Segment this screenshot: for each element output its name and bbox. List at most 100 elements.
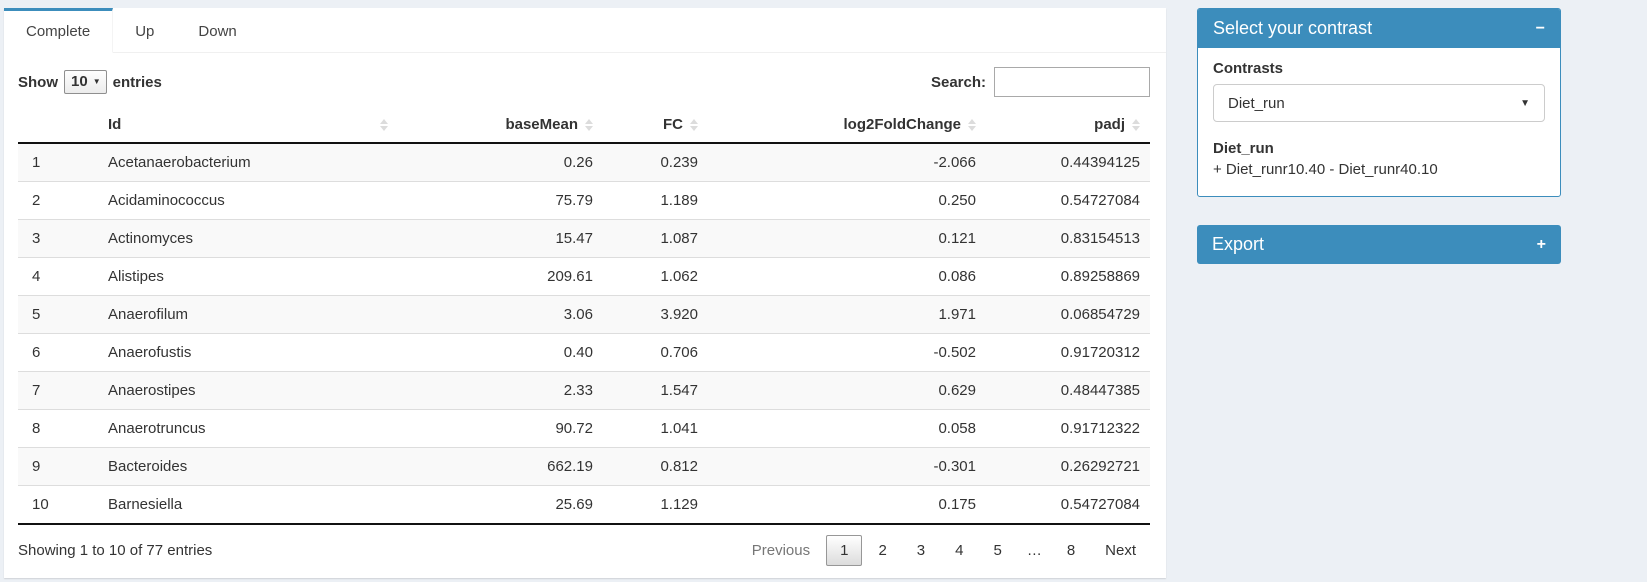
contrast-panel-body: Contrasts Diet_run ▼ Diet_run + Diet_run… (1198, 48, 1560, 196)
cell-fc: 1.087 (603, 219, 708, 258)
cell-padj: 0.48447385 (986, 371, 1150, 410)
cell-log2foldchange: 0.058 (708, 409, 986, 448)
results-table: Id baseMean FC (18, 107, 1150, 525)
caret-down-icon: ▼ (1520, 97, 1530, 109)
col-label-padj: padj (1094, 116, 1125, 133)
table-row[interactable]: 5 Anaerofilum 3.06 3.920 1.971 0.06854729 (18, 295, 1150, 334)
table-row[interactable]: 10 Barnesiella 25.69 1.129 0.175 0.54727084 (18, 485, 1150, 525)
table-row[interactable]: 2 Acidaminococcus 75.79 1.189 0.250 0.5472708… (18, 181, 1150, 220)
col-label-fc: FC (663, 116, 683, 133)
pagination-ellipsis: … (1026, 542, 1042, 559)
pagination-next[interactable]: Next (1105, 542, 1136, 559)
col-header-rownum (18, 107, 98, 144)
row-index: 3 (18, 219, 98, 258)
row-index: 7 (18, 371, 98, 410)
row-index: 9 (18, 447, 98, 486)
cell-id: Anaerotruncus (98, 409, 398, 448)
table-row[interactable]: 3 Actinomyces 15.47 1.087 0.121 0.83154513 (18, 219, 1150, 258)
table-row[interactable]: 8 Anaerotruncus 90.72 1.041 0.058 0.91712322 (18, 409, 1150, 448)
sort-icon (690, 118, 698, 131)
pagination-page-5[interactable]: 5 (993, 542, 1002, 559)
cell-padj: 0.54727084 (986, 485, 1150, 525)
table-row[interactable]: 4 Alistipes 209.61 1.062 0.086 0.89258869 (18, 257, 1150, 296)
tab-down[interactable]: Down (198, 23, 237, 40)
sort-icon (380, 118, 388, 131)
page-length-select[interactable]: 10 ▼ (64, 70, 107, 94)
sidebar: Select your contrast − Contrasts Diet_ru… (1197, 8, 1561, 578)
contrast-detail: Diet_run + Diet_runr10.40 - Diet_runr40.… (1213, 138, 1545, 180)
cell-padj: 0.91712322 (986, 409, 1150, 448)
page-length-value: 10 (71, 73, 88, 90)
cell-padj: 0.26292721 (986, 447, 1150, 486)
pagination-page-1[interactable]: 1 (826, 535, 863, 566)
table-row[interactable]: 7 Anaerostipes 2.33 1.547 0.629 0.48447385 (18, 371, 1150, 410)
cell-padj: 0.89258869 (986, 257, 1150, 296)
pagination-page-3[interactable]: 3 (916, 542, 926, 559)
tab-content: Show 10 ▼ entries Search: (4, 53, 1166, 578)
table-row[interactable]: 9 Bacteroides 662.19 0.812 -0.301 0.26292721 (18, 447, 1150, 486)
cell-fc: 3.920 (603, 295, 708, 334)
cell-log2foldchange: 0.175 (708, 485, 986, 525)
col-header-basemean[interactable]: baseMean (398, 107, 603, 144)
cell-basemean: 209.61 (398, 257, 603, 296)
pagination-previous[interactable]: Previous (751, 542, 811, 559)
cell-log2foldchange: -0.502 (708, 333, 986, 372)
search-control: Search: (931, 67, 1150, 97)
tab-up[interactable]: Up (135, 23, 155, 40)
entries-label: entries (112, 73, 162, 91)
cell-fc: 1.129 (603, 485, 708, 525)
pagination-page-8[interactable]: 8 (1066, 542, 1076, 559)
cell-basemean: 0.26 (563, 154, 593, 171)
cell-log2foldchange: -0.301 (708, 447, 986, 486)
row-index: 4 (18, 257, 98, 296)
tab-complete[interactable]: Complete (4, 8, 114, 53)
sort-icon (585, 118, 593, 131)
cell-id: Bacteroides (98, 447, 398, 486)
col-header-id[interactable]: Id (98, 107, 398, 144)
row-index: 5 (18, 295, 98, 334)
cell-basemean: 662.19 (398, 447, 603, 486)
contrast-panel-title: Select your contrast (1213, 18, 1373, 38)
cell-fc: 0.239 (660, 154, 698, 171)
expand-plus-icon[interactable]: + (1536, 235, 1546, 253)
export-panel-title: Export (1212, 234, 1265, 254)
cell-fc: 1.547 (603, 371, 708, 410)
cell-padj: 0.44394125 (1060, 154, 1140, 171)
contrast-select[interactable]: Diet_run ▼ (1213, 84, 1545, 122)
row-index: 6 (18, 333, 98, 372)
export-panel: Export + (1197, 225, 1561, 264)
cell-id: Acidaminococcus (98, 181, 398, 220)
col-header-log2foldchange[interactable]: log2FoldChange (708, 107, 986, 144)
search-label: Search: (930, 73, 986, 91)
contrast-detail-formula: + Diet_runr10.40 - Diet_runr40.10 (1213, 161, 1438, 178)
pagination-page-2[interactable]: 2 (878, 542, 887, 559)
cell-id: Anaerofilum (98, 295, 398, 334)
row-index: 10 (18, 485, 98, 525)
table-info: Showing 1 to 10 of 77 entries (18, 542, 213, 559)
collapse-minus-icon[interactable]: − (1535, 19, 1545, 37)
col-header-fc[interactable]: FC (603, 107, 708, 144)
cell-log2foldchange: -2.066 (933, 154, 976, 171)
contrast-panel-header: Select your contrast − (1198, 9, 1560, 48)
export-panel-header: Export + (1197, 225, 1561, 264)
cell-id: Anaerofustis (98, 333, 398, 372)
row-index: 8 (18, 409, 98, 448)
table-row[interactable]: 6 Anaerofustis 0.40 0.706 -0.502 0.91720312 (18, 333, 1150, 372)
cell-fc: 1.041 (603, 409, 708, 448)
cell-id: Acetanaerobacterium (108, 154, 251, 171)
pagination-page-4[interactable]: 4 (955, 542, 964, 559)
row-index: 2 (18, 181, 98, 220)
contrast-detail-name: Diet_run (1213, 140, 1274, 157)
cell-log2foldchange: 0.086 (708, 257, 986, 296)
cell-fc: 0.706 (603, 333, 708, 372)
cell-id: Alistipes (98, 257, 398, 296)
cell-log2foldchange: 0.250 (708, 181, 986, 220)
contrasts-label: Contrasts (1213, 60, 1284, 77)
col-header-padj[interactable]: padj (986, 107, 1150, 144)
col-label-id: Id (108, 116, 122, 133)
table-controls: Show 10 ▼ entries Search: (18, 67, 1150, 97)
search-input[interactable] (994, 67, 1150, 97)
table-footer: Showing 1 to 10 of 77 entries Previous 1 2… (18, 535, 1150, 566)
table-row[interactable]: 1 Acetanaerobacterium 0.26 0.239 -2.066 0.443… (18, 143, 1150, 182)
